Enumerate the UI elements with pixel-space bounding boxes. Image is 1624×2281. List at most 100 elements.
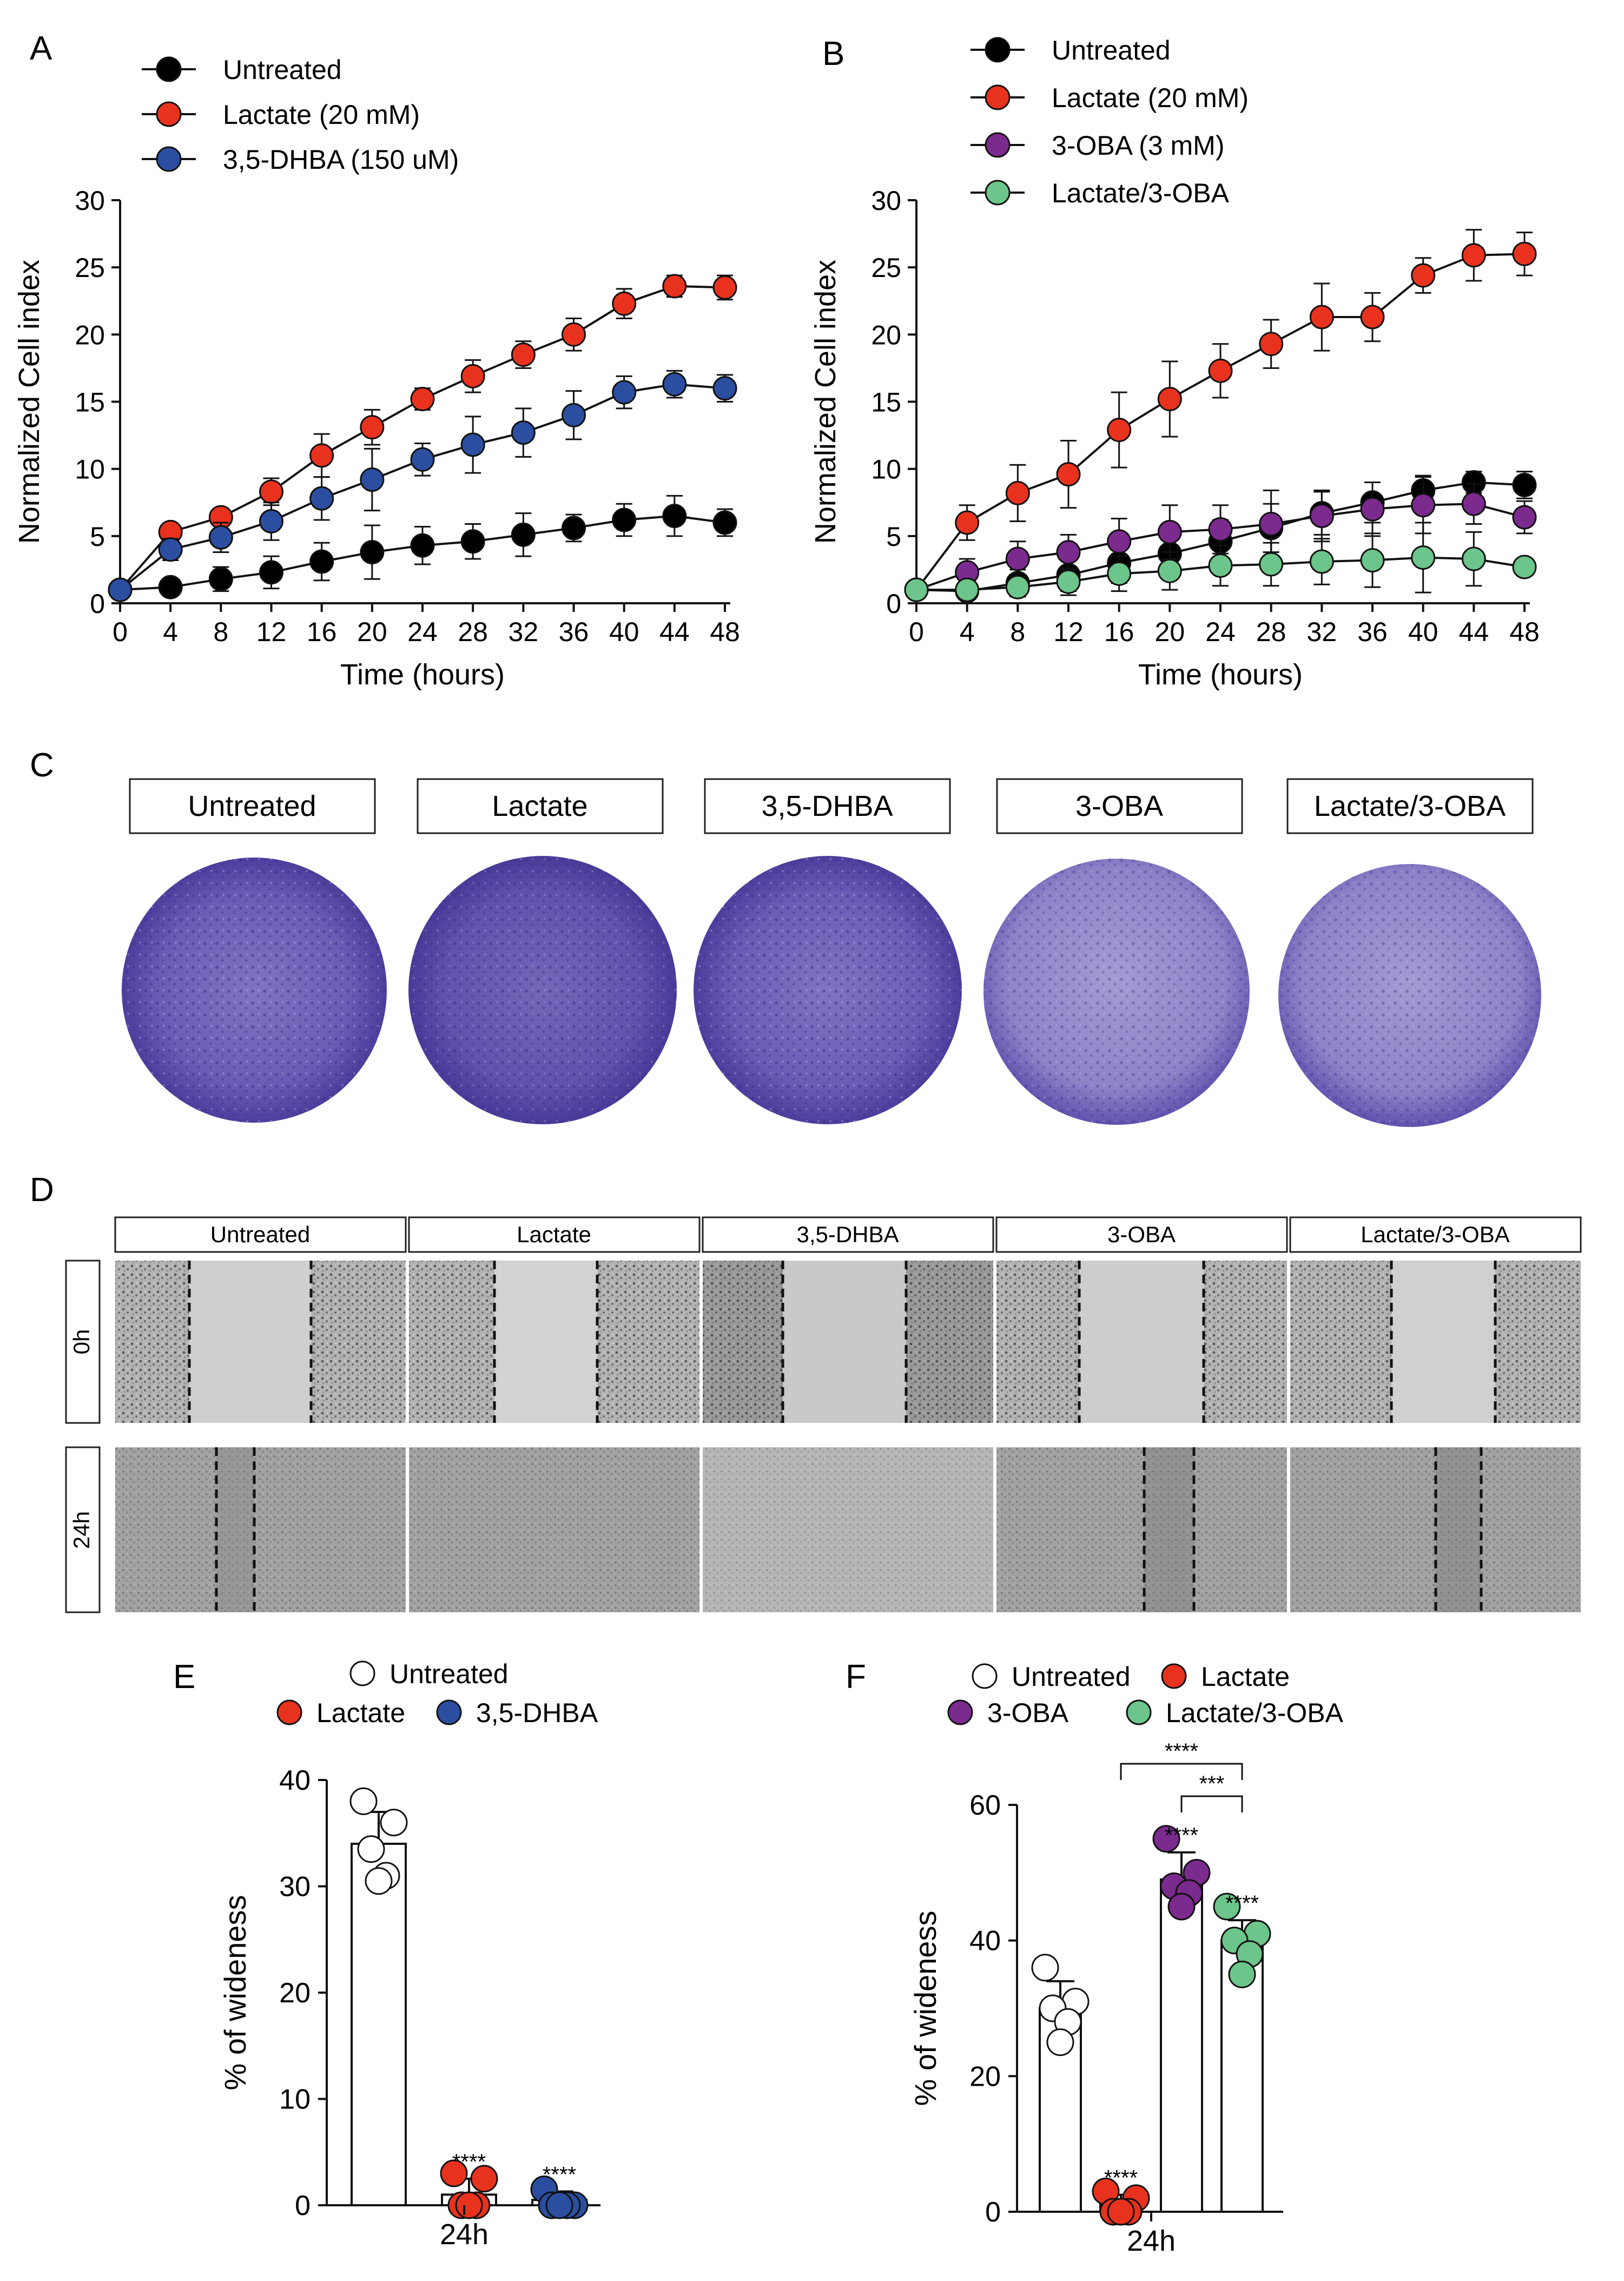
data-point: [259, 509, 283, 534]
data-point: [1259, 332, 1284, 357]
x-tick-label: 20: [1155, 617, 1185, 647]
colony-label: 3-OBA: [1075, 790, 1163, 822]
y-tick-label: 5: [886, 522, 901, 552]
significance-label: ****: [1165, 1824, 1198, 1848]
y-axis-label: % of wideness: [218, 1895, 252, 2090]
data-point: [360, 467, 385, 492]
panel-label-c: C: [30, 747, 54, 784]
x-tick-label: 48: [710, 617, 740, 647]
data-point: [1309, 305, 1334, 329]
data-point: [410, 447, 435, 472]
colony-label: 3,5-DHBA: [761, 790, 893, 822]
panel-label-a: A: [30, 30, 52, 67]
legend-marker: [947, 1699, 973, 1725]
data-point: [1056, 540, 1081, 565]
panel-label-f: F: [846, 1658, 866, 1696]
y-tick-label: 20: [871, 320, 901, 350]
panel-label-d: D: [30, 1171, 54, 1209]
data-point: [1005, 546, 1030, 571]
y-tick-label: 20: [969, 2061, 1001, 2092]
data-point: [1360, 548, 1385, 573]
wound-panel-d: Untreated Lactate 3,5-DHBA 3-OBA Lactate…: [65, 1216, 1582, 1613]
data-point: [208, 566, 233, 591]
data-point: [1107, 418, 1132, 443]
legend-marker: [985, 84, 1011, 110]
data-point: [1512, 241, 1537, 266]
legend-label: Untreated: [1012, 1662, 1131, 1692]
x-tick-label: 16: [307, 617, 337, 647]
data-point: [955, 577, 980, 602]
wound-image-0h-lactate: [409, 1261, 699, 1423]
data-point: [612, 507, 637, 532]
data-point: [158, 537, 183, 562]
data-point: [511, 342, 536, 367]
data-point: [1461, 546, 1486, 571]
wound-col-label-box: [995, 1216, 1288, 1253]
data-point: [662, 372, 687, 397]
data-point: [1461, 243, 1486, 268]
legend-marker: [156, 146, 182, 172]
x-axis-label: Time (hours): [340, 658, 505, 691]
wound-image-0h-oba: [996, 1261, 1287, 1423]
legend-marker: [985, 132, 1011, 158]
legend-label: Untreated: [1052, 35, 1171, 65]
data-point: [562, 516, 586, 540]
data-point: [1309, 549, 1334, 574]
wound-image-24h-untreated: [115, 1447, 406, 1612]
bar: [1220, 1939, 1264, 2213]
bar: [351, 1842, 407, 2206]
data-point: [1259, 552, 1284, 577]
y-tick-label: 30: [279, 1871, 311, 1903]
y-tick-label: 5: [90, 522, 105, 552]
chart-panel-f: 0 20 40 60 % of wideness **** **** **** 24h Untre…: [908, 1662, 1344, 2257]
wound-col-label: Lactate/3-OBA: [1361, 1222, 1509, 1247]
data-point: [562, 403, 586, 427]
wound-image-24h-dhba: [703, 1447, 993, 1612]
colony-label-box: [417, 778, 664, 834]
colony-label: Lactate: [492, 790, 587, 822]
data-point: [612, 291, 637, 316]
legend-label: Untreated: [390, 1659, 509, 1689]
legend-marker: [1126, 1699, 1152, 1725]
x-tick-label: 40: [1408, 617, 1438, 647]
legend-marker: [985, 180, 1011, 206]
chart-panel-a: 0 4 8 12 16 20 24 28 32 36 40 44 48051015202530Time …: [13, 55, 740, 691]
legend-marker: [156, 56, 182, 82]
x-axis-label: 24h: [1127, 2225, 1176, 2257]
legend-label: Lactate: [316, 1698, 405, 1728]
wound-row-label: 0h: [69, 1329, 94, 1355]
y-axis-label: Normalized Cell index: [13, 260, 45, 544]
data-point: [1107, 561, 1132, 586]
data-point: [712, 376, 737, 401]
legend-label: Lactate (20 mM): [1052, 83, 1249, 113]
wound-col-label-box: [702, 1216, 994, 1253]
data-point: [1213, 1893, 1241, 1921]
significance-label: ****: [452, 2150, 486, 2174]
y-tick-label: 25: [871, 253, 901, 283]
data-point: [1157, 558, 1182, 583]
x-tick-label: 24: [1205, 617, 1236, 647]
x-tick-label: 0: [909, 617, 924, 647]
x-tick-label: 28: [458, 617, 488, 647]
colony-plate-oba: [983, 859, 1250, 1125]
x-tick-label: 44: [1459, 617, 1489, 647]
data-point: [612, 380, 637, 405]
legend-label: Lactate (20 mM): [223, 100, 420, 130]
wound-image-24h-oba: [996, 1447, 1287, 1612]
x-axis-label: Time (hours): [1138, 658, 1303, 691]
data-point: [662, 274, 687, 299]
y-axis-label: % of wideness: [908, 1910, 942, 2106]
data-point: [158, 575, 183, 599]
data-point: [259, 479, 283, 504]
data-point: [410, 387, 435, 412]
significance-bracket: [1180, 1795, 1243, 1812]
data-point: [1208, 358, 1233, 383]
x-tick-label: 28: [1256, 617, 1286, 647]
x-tick-label: 16: [1104, 617, 1134, 647]
data-point: [309, 549, 334, 574]
x-tick-label: 4: [960, 617, 975, 647]
data-point: [712, 510, 737, 535]
data-point: [357, 1835, 385, 1863]
data-point: [1512, 505, 1537, 530]
